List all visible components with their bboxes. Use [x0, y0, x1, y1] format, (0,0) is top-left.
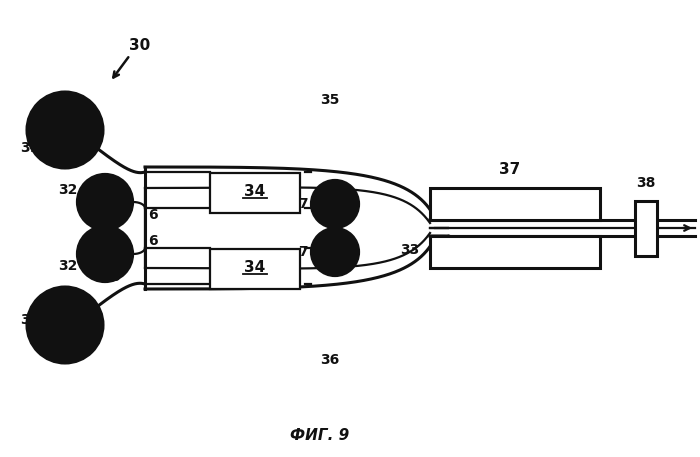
Circle shape: [332, 201, 338, 207]
Circle shape: [77, 174, 133, 230]
Text: 31: 31: [20, 313, 40, 327]
Circle shape: [102, 198, 108, 206]
Circle shape: [27, 287, 103, 363]
Circle shape: [27, 92, 103, 168]
Text: 30: 30: [130, 37, 150, 53]
Text: 6: 6: [148, 234, 158, 248]
Bar: [430, 236, 600, 268]
Text: 37: 37: [499, 163, 521, 177]
Text: ФИГ. 9: ФИГ. 9: [290, 427, 349, 442]
Text: 7: 7: [298, 245, 308, 259]
Text: 34: 34: [244, 260, 265, 275]
Circle shape: [77, 226, 133, 282]
Text: 33: 33: [400, 243, 419, 257]
Text: 38: 38: [636, 176, 656, 190]
Text: 3: 3: [110, 270, 120, 284]
Circle shape: [60, 125, 70, 135]
Bar: [430, 188, 600, 220]
Text: 36: 36: [321, 353, 340, 367]
Circle shape: [332, 249, 338, 255]
Bar: [210, 173, 300, 213]
Circle shape: [102, 250, 108, 258]
Circle shape: [60, 320, 70, 330]
Text: 6: 6: [148, 208, 158, 222]
Circle shape: [311, 228, 359, 276]
Text: 32: 32: [58, 183, 78, 197]
Bar: [635, 201, 657, 256]
Text: 34: 34: [244, 184, 265, 198]
Text: 35: 35: [321, 93, 340, 107]
Text: 31: 31: [20, 141, 40, 155]
Circle shape: [311, 180, 359, 228]
Text: 7: 7: [298, 197, 308, 211]
Text: 3: 3: [110, 176, 120, 190]
Text: 32: 32: [58, 259, 78, 273]
Bar: [210, 249, 300, 289]
